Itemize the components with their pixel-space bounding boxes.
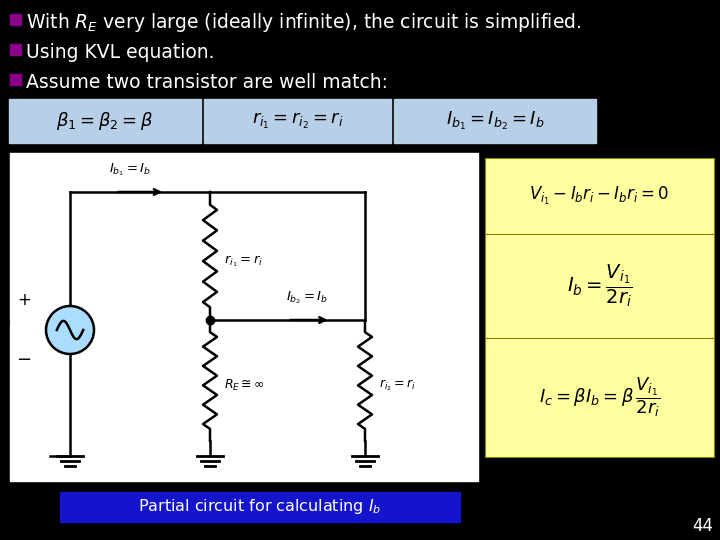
FancyBboxPatch shape	[485, 158, 714, 234]
Text: $v_{i_1}$: $v_{i_1}$	[0, 313, 12, 327]
Text: $r_{i_2} = r_i$: $r_{i_2} = r_i$	[379, 377, 416, 393]
Text: $r_{i_1} = r_i$: $r_{i_1} = r_i$	[224, 253, 263, 269]
Text: −: −	[17, 351, 32, 369]
Text: 44: 44	[693, 517, 714, 535]
FancyBboxPatch shape	[485, 338, 714, 457]
Text: +: +	[17, 291, 31, 309]
Text: $r_{i_1} = r_{i_2} = r_i$: $r_{i_1} = r_{i_2} = r_i$	[251, 111, 343, 131]
FancyBboxPatch shape	[10, 44, 21, 55]
Text: $I_{b_1} = I_{b_2} = I_b$: $I_{b_1} = I_{b_2} = I_b$	[446, 110, 544, 132]
Text: With $R_E$ very large (ideally infinite), the circuit is simplified.: With $R_E$ very large (ideally infinite)…	[26, 11, 581, 35]
Text: $I_{b_2} = I_b$: $I_{b_2} = I_b$	[287, 289, 328, 306]
Circle shape	[46, 306, 94, 354]
FancyBboxPatch shape	[60, 492, 460, 522]
FancyBboxPatch shape	[9, 99, 201, 143]
FancyBboxPatch shape	[485, 234, 714, 338]
FancyBboxPatch shape	[10, 74, 21, 85]
Text: $R_E \cong \infty$: $R_E \cong \infty$	[224, 378, 265, 393]
Text: $I_c = \beta I_b = \beta\,\dfrac{V_{i_1}}{2r_i}$: $I_c = \beta I_b = \beta\,\dfrac{V_{i_1}…	[539, 376, 660, 420]
Text: Assume two transistor are well match:: Assume two transistor are well match:	[26, 73, 388, 92]
FancyBboxPatch shape	[10, 153, 478, 481]
FancyBboxPatch shape	[10, 14, 21, 25]
FancyBboxPatch shape	[394, 99, 596, 143]
Text: $V_{i_1} - I_b r_i - I_b r_i = 0$: $V_{i_1} - I_b r_i - I_b r_i = 0$	[529, 185, 670, 207]
Text: Partial circuit for calculating $I_b$: Partial circuit for calculating $I_b$	[138, 497, 382, 516]
Text: $\beta_1 = \beta_2 = \beta$: $\beta_1 = \beta_2 = \beta$	[56, 110, 153, 132]
Text: $I_b = \dfrac{V_{i_1}}{2r_i}$: $I_b = \dfrac{V_{i_1}}{2r_i}$	[567, 262, 632, 309]
FancyBboxPatch shape	[204, 99, 391, 143]
Text: $I_{b_1} = I_b$: $I_{b_1} = I_b$	[109, 161, 151, 178]
Text: Using KVL equation.: Using KVL equation.	[26, 44, 215, 63]
